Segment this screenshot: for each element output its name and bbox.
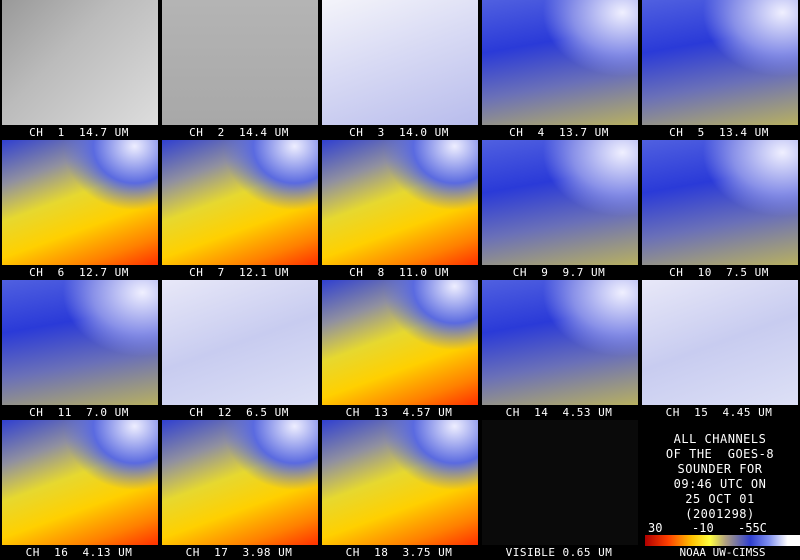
- credit: NOAA UW-CIMSS: [645, 546, 800, 560]
- image-panel: CH 5 13.4 UM: [640, 0, 798, 140]
- info-line: 09:46 UTC ON: [673, 477, 767, 491]
- scale-label: -10: [692, 521, 714, 535]
- panel-label: CH 15 4.45 UM: [665, 406, 773, 419]
- satellite-image: [162, 280, 318, 405]
- satellite-image: [482, 0, 638, 125]
- panel-label: CH 3 14.0 UM: [349, 126, 449, 139]
- satellite-image: [322, 420, 478, 545]
- satellite-image: [482, 420, 638, 545]
- satellite-image: [482, 280, 638, 405]
- image-panel: CH 11 7.0 UM: [0, 280, 158, 420]
- satellite-image: [2, 280, 158, 405]
- satellite-image: [642, 0, 798, 125]
- image-panel: CH 10 7.5 UM: [640, 140, 798, 280]
- image-panel: CH 8 11.0 UM: [320, 140, 478, 280]
- image-panel: CH 12 6.5 UM: [160, 280, 318, 420]
- image-panel: CH 16 4.13 UM: [0, 420, 158, 560]
- image-panel: CH 4 13.7 UM: [480, 0, 638, 140]
- satellite-image: [2, 140, 158, 265]
- panel-label: CH 9 9.7 UM: [512, 266, 606, 279]
- color-scale: [645, 535, 800, 547]
- panel-label: CH 13 4.57 UM: [345, 406, 453, 419]
- panel-label: CH 17 3.98 UM: [185, 546, 293, 559]
- panel-label: CH 18 3.75 UM: [345, 546, 453, 559]
- image-panel: CH 2 14.4 UM: [160, 0, 318, 140]
- panel-label: CH 6 12.7 UM: [29, 266, 129, 279]
- panel-label: CH 5 13.4 UM: [669, 126, 769, 139]
- image-panel: CH 9 9.7 UM: [480, 140, 638, 280]
- image-panel: VISIBLE 0.65 UM: [480, 420, 638, 560]
- image-panel: CH 13 4.57 UM: [320, 280, 478, 420]
- panel-label: VISIBLE 0.65 UM: [505, 546, 613, 559]
- panel-label: CH 2 14.4 UM: [189, 126, 289, 139]
- image-panel: CH 1 14.7 UM: [0, 0, 158, 140]
- panel-label: CH 1 14.7 UM: [29, 126, 129, 139]
- image-panel: CH 14 4.53 UM: [480, 280, 638, 420]
- info-line: 25 OCT 01: [685, 492, 755, 506]
- satellite-image: [322, 280, 478, 405]
- satellite-image: [642, 280, 798, 405]
- info-line: (2001298): [685, 507, 755, 521]
- scale-label: -55C: [738, 521, 767, 535]
- image-panel: CH 15 4.45 UM: [640, 280, 798, 420]
- info-line: SOUNDER FOR: [677, 462, 763, 476]
- image-panel: CH 6 12.7 UM: [0, 140, 158, 280]
- image-panel: CH 3 14.0 UM: [320, 0, 478, 140]
- panel-label: CH 14 4.53 UM: [505, 406, 613, 419]
- satellite-image: [642, 140, 798, 265]
- panel-label: CH 11 7.0 UM: [29, 406, 129, 419]
- satellite-image: [2, 420, 158, 545]
- panel-label: CH 16 4.13 UM: [25, 546, 133, 559]
- image-panel: CH 18 3.75 UM: [320, 420, 478, 560]
- panel-label: CH 4 13.7 UM: [509, 126, 609, 139]
- satellite-image: [322, 140, 478, 265]
- satellite-image: [2, 0, 158, 125]
- image-panel: CH 17 3.98 UM: [160, 420, 318, 560]
- info-box: ALL CHANNELS OF THE GOES-8 SOUNDER FOR 09:4…: [640, 432, 800, 522]
- panel-label: CH 7 12.1 UM: [189, 266, 289, 279]
- image-panel: CH 7 12.1 UM: [160, 140, 318, 280]
- satellite-image: [162, 140, 318, 265]
- panel-label: CH 8 11.0 UM: [349, 266, 449, 279]
- satellite-image: [162, 420, 318, 545]
- panel-label: CH 10 7.5 UM: [669, 266, 769, 279]
- info-line: ALL CHANNELS: [673, 432, 767, 446]
- satellite-image: [162, 0, 318, 125]
- satellite-image: [322, 0, 478, 125]
- satellite-image: [482, 140, 638, 265]
- panel-label: CH 12 6.5 UM: [189, 406, 289, 419]
- info-line: OF THE GOES-8: [665, 447, 775, 461]
- scale-label: 30: [648, 521, 663, 535]
